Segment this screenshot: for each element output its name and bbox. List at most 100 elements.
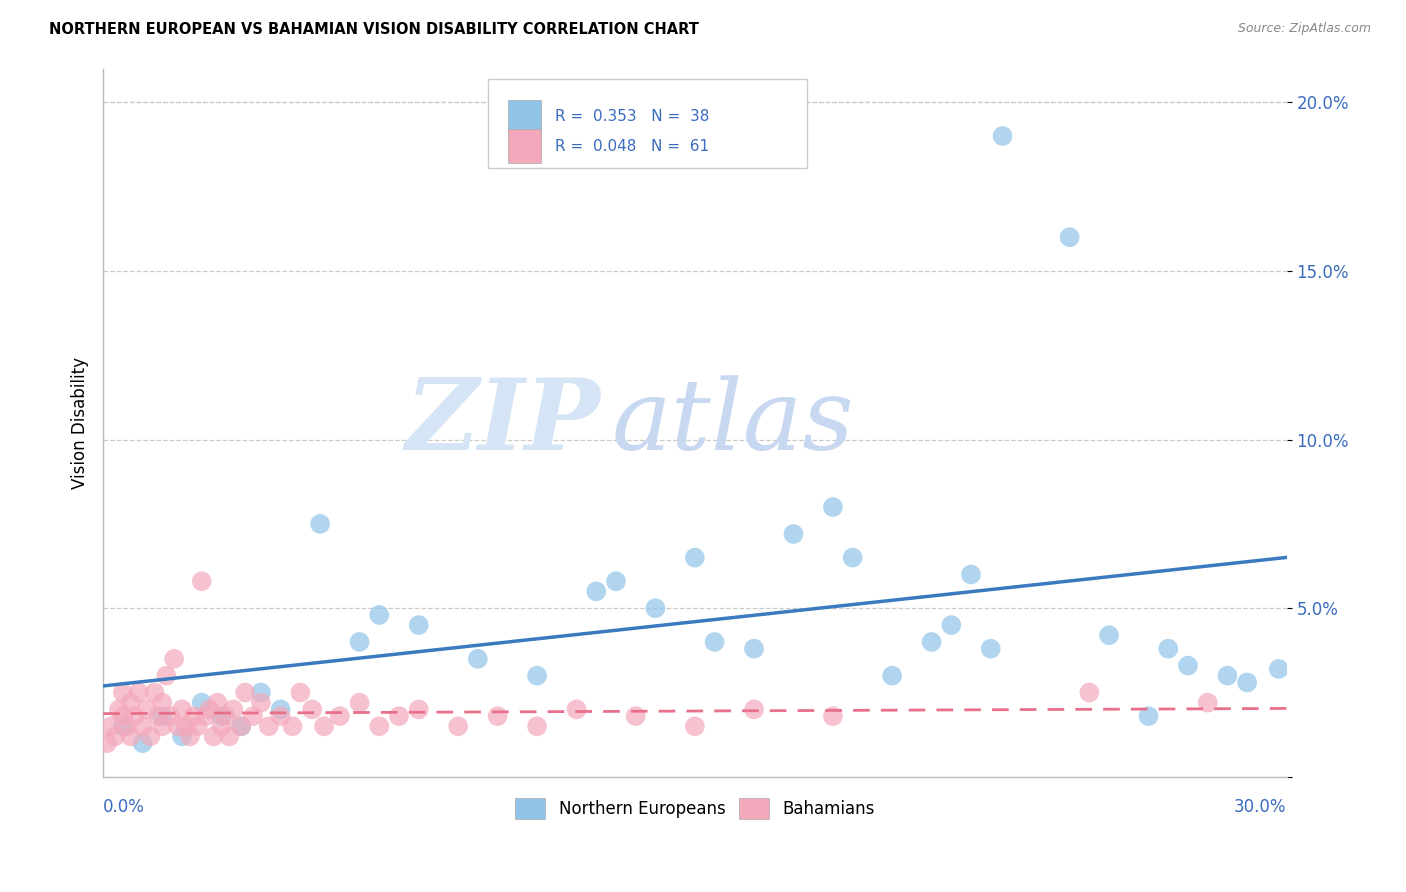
Point (194, 709, 217, 723)
Point (120, 696, 142, 710)
Point (202, 730, 225, 744)
Point (231, 719, 253, 733)
Point (388, 709, 411, 723)
Point (1137, 709, 1160, 723)
Point (1267, 662, 1289, 676)
FancyBboxPatch shape (508, 129, 541, 163)
Point (368, 719, 391, 733)
Point (187, 719, 209, 733)
Point (128, 685, 150, 699)
Point (108, 702, 131, 716)
Point (183, 709, 205, 723)
Point (312, 719, 335, 733)
Point (150, 719, 173, 733)
Text: NORTHERN EUROPEAN VS BAHAMIAN VISION DISABILITY CORRELATION CHART: NORTHERN EUROPEAN VS BAHAMIAN VISION DIS… (49, 22, 699, 37)
Point (100, 719, 122, 733)
Point (231, 719, 253, 733)
Point (882, 668, 904, 682)
Point (111, 709, 134, 723)
Point (167, 719, 190, 733)
Point (290, 685, 312, 699)
Point (309, 516, 332, 531)
Point (198, 702, 221, 716)
Point (124, 709, 146, 723)
Point (170, 702, 193, 716)
Point (960, 567, 983, 582)
Point (1157, 641, 1180, 656)
Text: R =  0.048   N =  61: R = 0.048 N = 61 (555, 139, 710, 153)
Point (222, 702, 245, 716)
Point (211, 709, 233, 723)
Text: R =  0.353   N =  38: R = 0.353 N = 38 (555, 110, 710, 124)
Point (921, 635, 943, 649)
Point (742, 641, 765, 656)
Text: 0.0%: 0.0% (103, 798, 145, 816)
Point (565, 702, 588, 716)
Point (155, 668, 177, 682)
Point (941, 618, 963, 632)
Point (270, 702, 292, 716)
Point (218, 730, 240, 744)
Point (190, 696, 212, 710)
Text: Source: ZipAtlas.com: Source: ZipAtlas.com (1237, 22, 1371, 36)
Point (170, 730, 193, 744)
Point (150, 696, 173, 710)
Point (526, 719, 548, 733)
Point (135, 702, 157, 716)
Point (585, 584, 607, 599)
Point (447, 719, 470, 733)
Point (1098, 628, 1121, 642)
Point (329, 709, 352, 723)
Point (139, 730, 162, 744)
Point (605, 574, 627, 589)
Point (104, 730, 127, 744)
Point (159, 709, 181, 723)
Point (270, 709, 292, 723)
Point (624, 709, 647, 723)
Point (111, 719, 134, 733)
Point (644, 601, 666, 615)
FancyBboxPatch shape (508, 100, 541, 134)
Point (991, 128, 1014, 143)
Point (163, 652, 186, 666)
Text: ZIP: ZIP (405, 375, 600, 471)
Point (120, 730, 142, 744)
Text: atlas: atlas (612, 375, 855, 470)
FancyBboxPatch shape (488, 79, 807, 168)
Point (408, 702, 430, 716)
Point (467, 652, 489, 666)
Point (111, 685, 134, 699)
Point (821, 709, 844, 723)
Point (1078, 685, 1101, 699)
Point (1059, 230, 1081, 244)
Point (980, 641, 1002, 656)
Point (174, 719, 197, 733)
Point (250, 685, 273, 699)
Point (96, 736, 118, 750)
Point (281, 719, 304, 733)
Point (257, 719, 280, 733)
Point (683, 550, 706, 565)
Point (486, 709, 509, 723)
Point (703, 635, 725, 649)
Point (207, 696, 229, 710)
Point (408, 618, 430, 632)
Point (148, 709, 170, 723)
Point (782, 527, 804, 541)
Point (742, 702, 765, 716)
Point (683, 719, 706, 733)
Point (250, 696, 273, 710)
Point (115, 719, 138, 733)
Point (242, 709, 264, 723)
Point (526, 668, 548, 682)
Point (179, 730, 201, 744)
Point (131, 736, 153, 750)
Point (841, 550, 863, 565)
Point (131, 719, 153, 733)
Text: 30.0%: 30.0% (1234, 798, 1286, 816)
Point (1216, 668, 1239, 682)
Y-axis label: Vision Disability: Vision Disability (72, 357, 89, 489)
Point (821, 500, 844, 514)
Point (349, 635, 371, 649)
Point (190, 574, 212, 589)
